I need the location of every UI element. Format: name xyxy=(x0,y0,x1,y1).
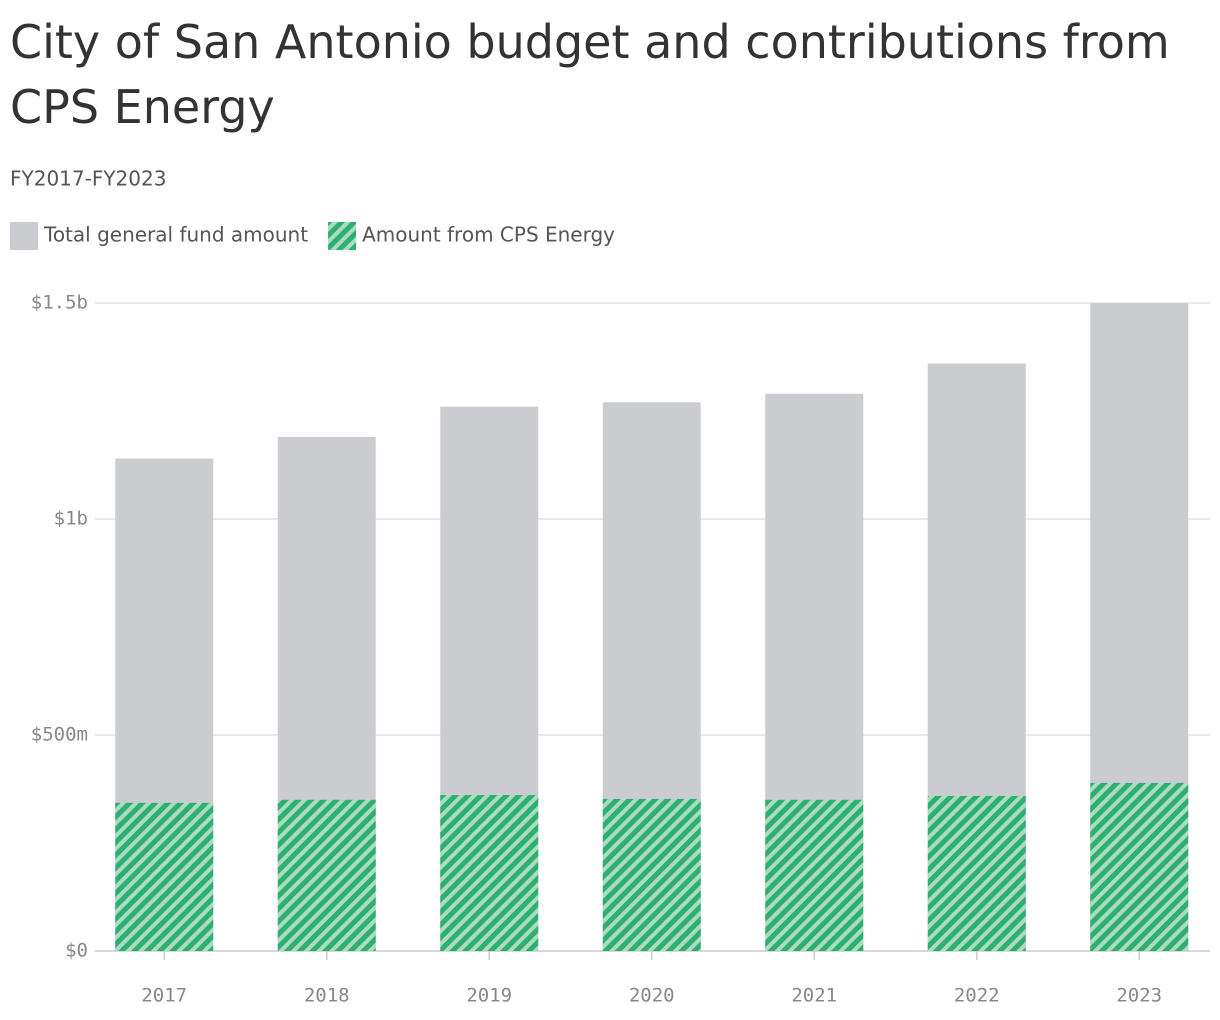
bar xyxy=(602,798,701,951)
x-tick-label: 2019 xyxy=(466,985,512,1007)
legend-label: Amount from CPS Energy xyxy=(362,223,615,247)
legend-swatch xyxy=(328,222,357,250)
y-tick-label: $1.5b xyxy=(31,292,88,314)
bar xyxy=(1090,782,1189,951)
x-tick-label: 2023 xyxy=(1116,985,1162,1007)
bar xyxy=(927,795,1026,951)
y-tick-label: $1b xyxy=(54,508,88,530)
x-tick-label: 2017 xyxy=(141,985,187,1007)
x-tick-label: 2022 xyxy=(954,985,1000,1007)
legend-swatch xyxy=(10,222,38,250)
bar xyxy=(115,802,214,951)
bar xyxy=(277,799,376,951)
x-tick-label: 2020 xyxy=(629,985,675,1007)
chart-title: City of San Antonio budget and contribut… xyxy=(10,15,1170,134)
bar xyxy=(765,799,864,951)
x-tick-label: 2018 xyxy=(304,985,350,1007)
legend-label: Total general fund amount xyxy=(43,223,308,247)
bar xyxy=(440,795,539,951)
y-tick-label: $0 xyxy=(65,940,88,962)
y-tick-label: $500m xyxy=(31,724,88,746)
x-tick-label: 2021 xyxy=(791,985,837,1007)
chart-subtitle: FY2017-FY2023 xyxy=(10,167,166,191)
